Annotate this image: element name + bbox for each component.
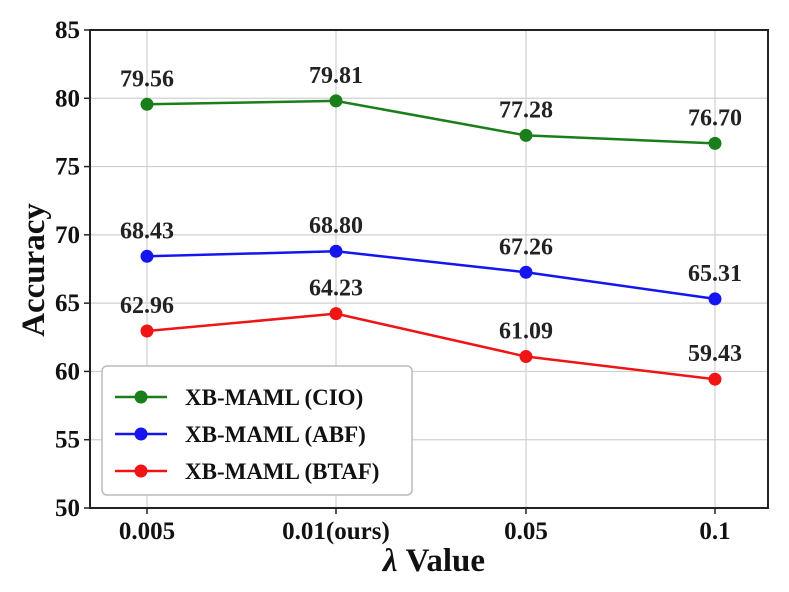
- series-line: [146, 99, 716, 145]
- y-tick-label: 75: [55, 154, 80, 181]
- x-axis-title: λ Value: [381, 543, 485, 579]
- data-label: 59.43: [688, 341, 742, 367]
- legend-label: XB-MAML (CIO): [185, 385, 363, 410]
- y-tick-label: 60: [55, 358, 80, 385]
- data-point: [519, 350, 533, 364]
- legend-marker: [134, 464, 148, 478]
- legend-box: [101, 365, 413, 496]
- legend-marker: [134, 427, 148, 441]
- series-line: [146, 249, 716, 301]
- data-point: [708, 292, 722, 306]
- data-label: 68.80: [309, 213, 363, 239]
- plot-frame: [89, 29, 769, 509]
- data-label: 76.70: [688, 105, 742, 131]
- data-point: [708, 372, 722, 386]
- y-tick-label: 50: [55, 495, 80, 522]
- series-line: [146, 312, 716, 381]
- x-tick-label: 0.1: [699, 518, 730, 545]
- data-point: [519, 128, 533, 142]
- y-tick-label: 70: [55, 222, 80, 249]
- data-label: 68.43: [120, 218, 174, 244]
- data-label: 65.31: [688, 261, 742, 287]
- legend-marker: [134, 390, 148, 404]
- data-label: 61.09: [499, 319, 553, 345]
- data-label: 62.96: [120, 293, 174, 319]
- data-label: 79.56: [120, 66, 174, 92]
- legend-label: XB-MAML (BTAF): [185, 459, 379, 484]
- legend-label: XB-MAML (ABF): [185, 422, 366, 447]
- y-tick-label: 85: [55, 17, 80, 44]
- y-tick-label: 55: [55, 427, 80, 454]
- y-axis-title: Accuracy: [16, 203, 52, 337]
- data-label: 79.81: [309, 63, 363, 89]
- y-axis-ticks: 50 55 60 65 70 75 80 85: [55, 17, 90, 522]
- data-point: [140, 249, 154, 263]
- data-labels: 79.56 79.81 77.28 76.70 68.43 68.80 67.26 65.31…: [120, 63, 742, 367]
- data-point: [708, 136, 722, 150]
- data-point: [140, 97, 154, 111]
- data-point: [329, 94, 343, 108]
- lambda-symbol: λ: [381, 543, 398, 579]
- x-axis-ticks: 0.005 0.01(ours) 0.05 0.1: [119, 508, 731, 545]
- data-point: [519, 265, 533, 279]
- y-tick-label: 80: [55, 85, 80, 112]
- y-tick-label: 65: [55, 290, 80, 317]
- data-label: 77.28: [499, 97, 553, 123]
- x-tick-label: 0.05: [504, 518, 548, 545]
- data-point: [140, 324, 154, 338]
- data-label: 67.26: [499, 234, 553, 260]
- legend: XB-MAML (CIO) XB-MAML (ABF) XB-MAML (BTAF): [101, 365, 413, 496]
- data-point: [329, 244, 343, 258]
- x-axis-title-text: Value: [406, 543, 485, 579]
- x-tick-label: 0.01(ours): [282, 518, 390, 545]
- series-layer: [140, 94, 722, 386]
- data-label: 64.23: [309, 276, 363, 302]
- x-tick-label: 0.005: [119, 518, 175, 545]
- data-point: [329, 307, 343, 321]
